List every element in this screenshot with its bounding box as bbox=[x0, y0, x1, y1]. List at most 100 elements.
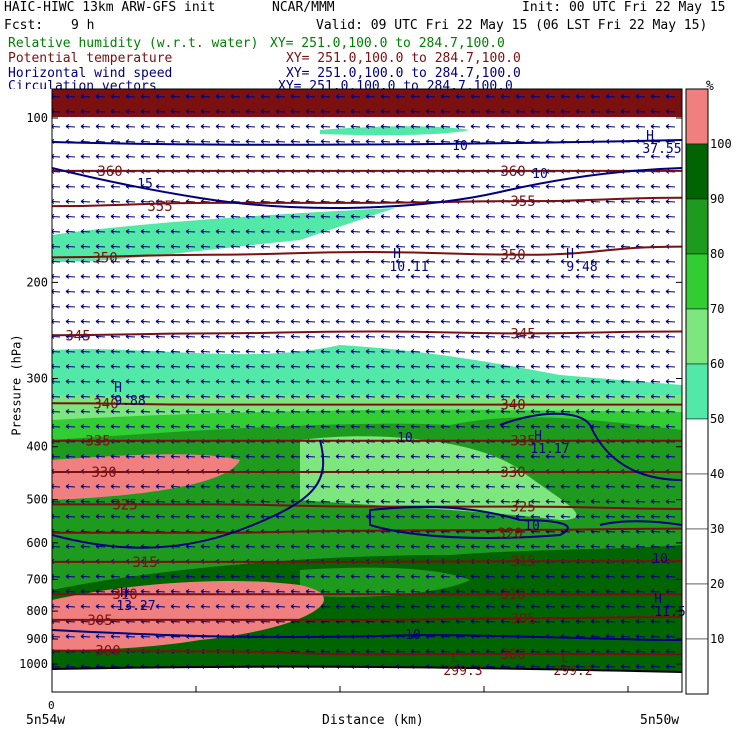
circulation-vector-head bbox=[80, 483, 85, 489]
circulation-vector bbox=[440, 590, 451, 593]
circulation-vector-head bbox=[290, 543, 295, 549]
circulation-vector bbox=[200, 515, 211, 518]
circulation-vector-head bbox=[395, 363, 400, 369]
circulation-vector bbox=[455, 665, 466, 668]
circulation-vector-head bbox=[515, 573, 520, 579]
circulation-vector-head bbox=[545, 228, 550, 234]
circulation-vector bbox=[95, 515, 106, 518]
circulation-vector-head bbox=[335, 213, 340, 219]
circulation-vector-head bbox=[305, 453, 310, 459]
circulation-vector-head bbox=[80, 633, 85, 639]
circulation-vector bbox=[650, 500, 661, 503]
circulation-vector-head bbox=[395, 603, 400, 609]
circulation-vector-head bbox=[305, 543, 310, 549]
circulation-vector bbox=[650, 305, 661, 308]
circulation-vector-head bbox=[350, 423, 355, 429]
circulation-vector-head bbox=[545, 453, 550, 459]
circulation-vector bbox=[335, 380, 346, 383]
circulation-vector bbox=[590, 455, 601, 458]
circulation-vector bbox=[590, 230, 601, 233]
circulation-vector bbox=[560, 185, 571, 188]
circulation-vector-head bbox=[545, 93, 550, 99]
circulation-vector bbox=[215, 260, 226, 263]
circulation-vector-head bbox=[110, 453, 115, 459]
field-rh-name: Relative humidity (w.r.t. water) bbox=[8, 36, 259, 51]
circulation-vector bbox=[215, 305, 226, 308]
circulation-vector-head bbox=[440, 273, 445, 279]
circulation-vector bbox=[590, 110, 601, 113]
circulation-vector-head bbox=[110, 348, 115, 354]
theta-contour-350 bbox=[52, 245, 682, 259]
circulation-vector bbox=[155, 380, 166, 383]
circulation-vector-head bbox=[275, 393, 280, 399]
field-wspd-name: Horizontal wind speed bbox=[8, 66, 173, 81]
circulation-vector-head bbox=[575, 318, 580, 324]
circulation-vector-head bbox=[200, 258, 205, 264]
circulation-vector-head bbox=[230, 333, 235, 339]
circulation-vector-head bbox=[560, 378, 565, 384]
circulation-vector-head bbox=[410, 513, 415, 519]
circulation-vector bbox=[140, 485, 151, 488]
circulation-vector bbox=[80, 545, 91, 548]
circulation-vector bbox=[260, 230, 271, 233]
circulation-vector bbox=[440, 260, 451, 263]
extremum-value: 37.55 bbox=[642, 142, 681, 157]
circulation-vector-head bbox=[470, 618, 475, 624]
circulation-vector bbox=[275, 185, 286, 188]
circulation-vector-head bbox=[380, 123, 385, 129]
circulation-vector-head bbox=[185, 573, 190, 579]
circulation-vector-head bbox=[410, 588, 415, 594]
circulation-vector bbox=[395, 140, 406, 143]
circulation-vector-head bbox=[605, 363, 610, 369]
circulation-vector-head bbox=[470, 573, 475, 579]
circulation-vector-head bbox=[155, 453, 160, 459]
circulation-vector-head bbox=[320, 543, 325, 549]
circulation-vector-head bbox=[260, 573, 265, 579]
circulation-vector bbox=[95, 365, 106, 368]
colorbar-label: 40 bbox=[710, 467, 724, 481]
circulation-vector bbox=[635, 125, 646, 128]
field-vectors-name: Circulation vectors bbox=[8, 80, 157, 89]
circulation-vector-head bbox=[485, 363, 490, 369]
circulation-vector bbox=[230, 605, 241, 608]
circulation-vector bbox=[530, 380, 541, 383]
circulation-vector bbox=[605, 665, 616, 668]
circulation-vector bbox=[185, 350, 196, 353]
circulation-vector-head bbox=[200, 213, 205, 219]
circulation-vector bbox=[500, 290, 511, 293]
circulation-vector bbox=[440, 575, 451, 578]
circulation-vector bbox=[305, 380, 316, 383]
circulation-vector bbox=[545, 500, 556, 503]
circulation-vector bbox=[560, 125, 571, 128]
circulation-vector bbox=[305, 605, 316, 608]
circulation-vector-head bbox=[380, 453, 385, 459]
circulation-vector-head bbox=[485, 303, 490, 309]
circulation-vector bbox=[170, 620, 181, 623]
circulation-vector bbox=[380, 140, 391, 143]
circulation-vector bbox=[440, 230, 451, 233]
circulation-vector-head bbox=[110, 393, 115, 399]
circulation-vector-head bbox=[365, 603, 370, 609]
circulation-vector-head bbox=[635, 498, 640, 504]
circulation-vector bbox=[110, 455, 121, 458]
circulation-vector bbox=[665, 335, 676, 338]
circulation-vector bbox=[425, 620, 436, 623]
circulation-vector-head bbox=[275, 543, 280, 549]
wind-speed-label: 15 bbox=[137, 177, 153, 192]
circulation-vector bbox=[650, 275, 661, 278]
circulation-vector bbox=[170, 350, 181, 353]
colorbar-label: 50 bbox=[710, 412, 724, 426]
circulation-vector bbox=[125, 635, 136, 638]
circulation-vector bbox=[65, 290, 76, 293]
circulation-vector bbox=[350, 320, 361, 323]
circulation-vector bbox=[245, 125, 256, 128]
circulation-vector bbox=[395, 320, 406, 323]
circulation-vector-head bbox=[515, 408, 520, 414]
circulation-vector-head bbox=[545, 378, 550, 384]
circulation-vector bbox=[230, 125, 241, 128]
circulation-vector bbox=[500, 500, 511, 503]
circulation-vector bbox=[80, 200, 91, 203]
circulation-vector bbox=[530, 485, 541, 488]
circulation-vector-head bbox=[290, 378, 295, 384]
circulation-vector bbox=[80, 365, 91, 368]
